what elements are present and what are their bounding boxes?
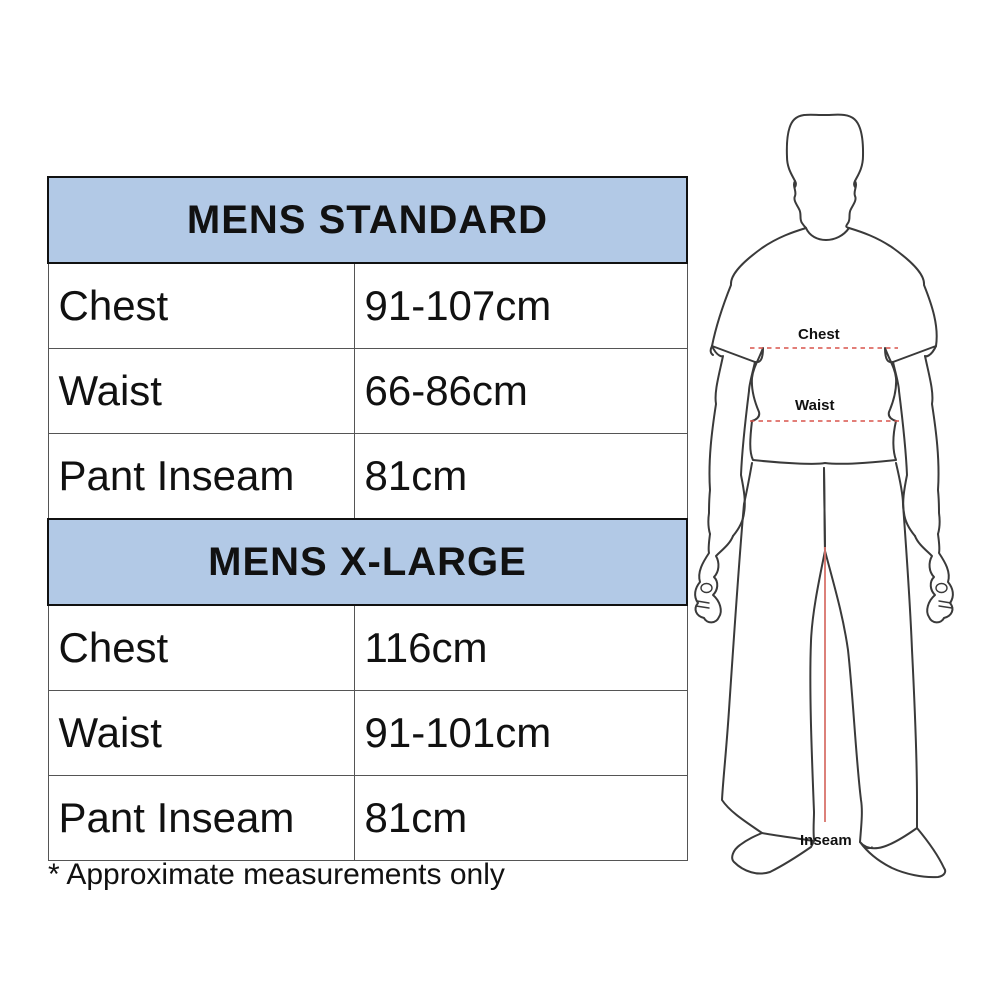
svg-text:Inseam: Inseam xyxy=(800,832,852,849)
svg-text:Waist: Waist xyxy=(795,397,834,414)
svg-text:Chest: Chest xyxy=(798,326,840,343)
